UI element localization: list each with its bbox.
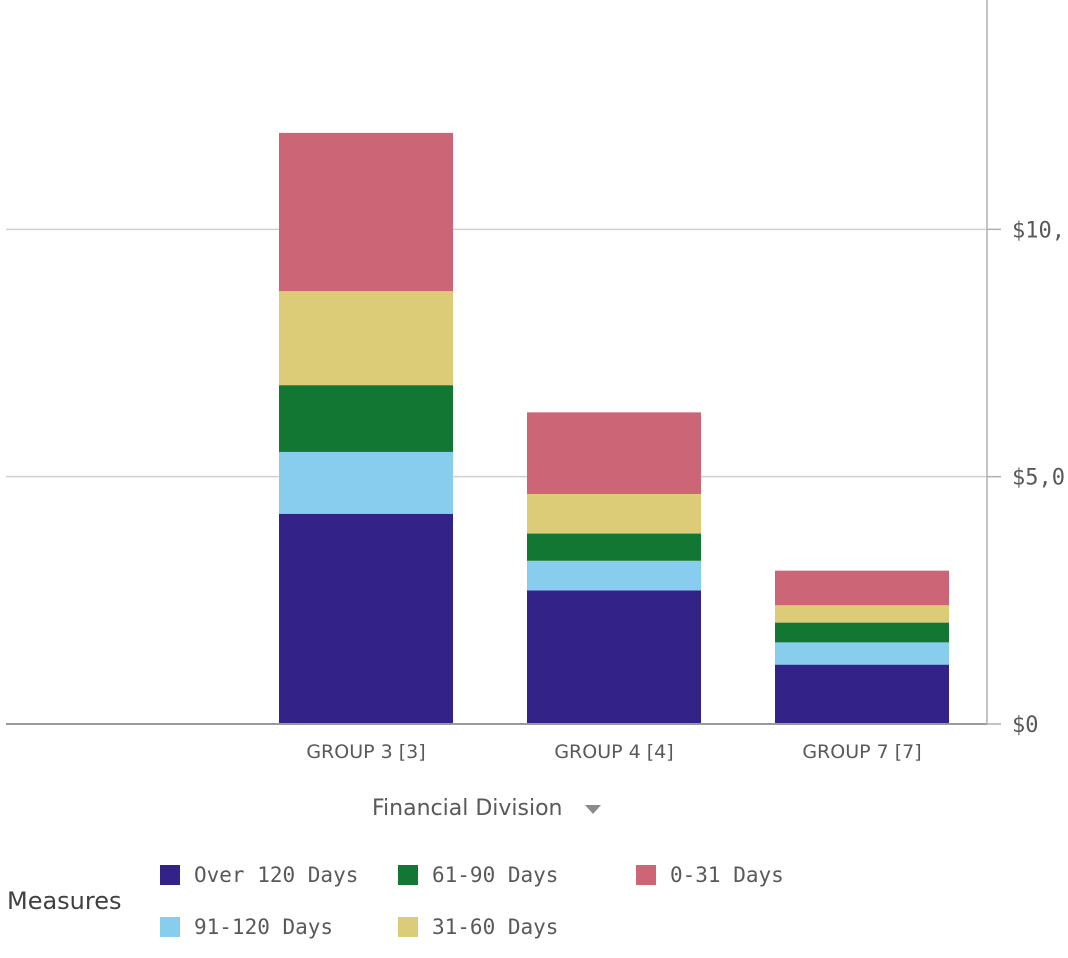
legend-item[interactable]: 31-60 Days — [398, 912, 558, 942]
y-tick-label: $5,0 — [1012, 466, 1065, 491]
legend-item[interactable]: Over 120 Days — [160, 860, 358, 890]
bar-segment — [775, 605, 949, 623]
bar-segment — [775, 664, 949, 724]
chevron-down-icon[interactable] — [584, 805, 601, 814]
legend-title: Measures — [7, 887, 122, 915]
legend-swatch — [636, 865, 656, 885]
legend-swatch — [398, 917, 418, 937]
legend-label: 31-60 Days — [432, 915, 559, 939]
x-category-label: GROUP 3 [3] — [306, 741, 425, 763]
stacked-bar-chart: $0$5,0$10,$15,GROUP 3 [3]GROUP 4 [4]GROU… — [6, 0, 1065, 763]
bar-segment — [527, 412, 701, 494]
x-axis-title-text: Financial Division — [372, 796, 563, 821]
bar-segment — [775, 642, 949, 665]
legend-swatch — [398, 865, 418, 885]
legend-label: 91-120 Days — [194, 915, 334, 939]
legend-item[interactable]: 0-31 Days — [636, 860, 784, 890]
legend-item[interactable]: 91-120 Days — [160, 912, 333, 942]
bar-segment — [279, 451, 453, 514]
bar-segment — [527, 590, 701, 724]
bars — [279, 132, 949, 724]
bar-segment — [279, 513, 453, 724]
y-tick-label: $0 — [1012, 713, 1039, 738]
bar-segment — [527, 493, 701, 534]
y-tick-label: $10, — [1012, 218, 1065, 243]
bar-segment — [527, 533, 701, 561]
legend-item[interactable]: 61-90 Days — [398, 860, 558, 890]
legend-swatch — [160, 917, 180, 937]
bar-segment — [527, 560, 701, 591]
bar-segment — [279, 132, 453, 292]
x-axis-title[interactable]: Financial Division — [372, 796, 601, 821]
gridlines — [6, 228, 1001, 725]
legend-label: 0-31 Days — [670, 863, 784, 887]
bar-segment — [775, 570, 949, 606]
legend-swatch — [160, 865, 180, 885]
legend-label: 61-90 Days — [432, 863, 559, 887]
bar-segment — [279, 385, 453, 452]
legend: Over 120 Days 91-120 Days 61-90 Days 31-60 … — [160, 860, 860, 950]
legend-label: Over 120 Days — [194, 863, 359, 887]
bar-segment — [279, 291, 453, 386]
axes: $0$5,0$10,$15,GROUP 3 [3]GROUP 4 [4]GROU… — [6, 0, 1065, 763]
x-category-label: GROUP 7 [7] — [802, 741, 921, 763]
bar-segment — [775, 622, 949, 643]
x-category-label: GROUP 4 [4] — [554, 741, 673, 763]
